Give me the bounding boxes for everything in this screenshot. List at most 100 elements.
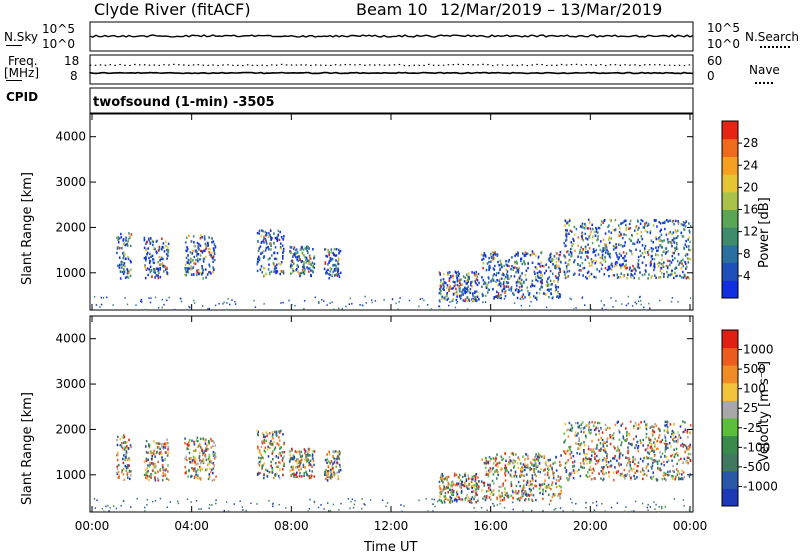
echo-cell [208, 462, 210, 465]
echo-cell [329, 266, 331, 270]
echo-cell [534, 296, 537, 299]
echo-cell [120, 260, 123, 264]
echo-cell [615, 251, 617, 255]
echo-cell [682, 270, 684, 274]
echo-cell [333, 472, 336, 475]
echo-cell [116, 251, 118, 255]
echo-cell [636, 232, 639, 235]
echo-cell [674, 257, 676, 260]
echo-cell [583, 462, 585, 465]
echo-cell [663, 275, 665, 278]
echo-cell [665, 443, 667, 446]
echo-cell [454, 472, 456, 475]
echo-cell [306, 266, 308, 269]
echo-cell [145, 459, 148, 463]
echo-cell [456, 482, 459, 486]
echo-cell [646, 474, 648, 477]
echo-cell [473, 299, 476, 303]
echo-cell [595, 462, 597, 466]
echo-cell [513, 293, 515, 296]
echo-cell [485, 286, 488, 289]
echo-cell [602, 248, 604, 251]
echo-cell [270, 236, 272, 239]
nsearch-label: N.Search [745, 30, 800, 44]
echo-cell [201, 251, 204, 254]
echo-cell [330, 251, 333, 254]
echo-cell [568, 219, 571, 223]
echo-cell [628, 433, 630, 437]
echo-cell [666, 443, 669, 446]
echo-cell [434, 505, 436, 508]
echo-cell [515, 489, 517, 493]
echo-cell [627, 302, 630, 305]
echo-cell [452, 297, 455, 301]
echo-cell [477, 499, 479, 502]
echo-cell [560, 454, 562, 457]
echo-cell [625, 432, 628, 436]
echo-cell [451, 287, 453, 290]
colorbar-swatch [722, 435, 738, 454]
echo-cell [263, 449, 266, 452]
echo-cell [664, 227, 666, 231]
echo-cell [568, 478, 570, 481]
echo-cell [275, 462, 277, 465]
echo-cell [120, 504, 122, 507]
echo-cell [577, 244, 579, 247]
echo-cell [299, 462, 301, 465]
echo-cell [614, 423, 617, 427]
echo-cell [186, 308, 188, 311]
echo-cell [333, 461, 336, 464]
echo-cell [602, 443, 604, 446]
echo-cell [443, 288, 445, 291]
echo-cell [590, 428, 592, 432]
echo-cell [271, 237, 273, 240]
echo-cell [582, 462, 585, 465]
echo-cell [274, 257, 277, 260]
echo-cell [258, 232, 260, 235]
echo-cell [450, 491, 452, 494]
echo-cell [571, 244, 573, 247]
echo-cell [295, 252, 297, 255]
echo-cell [660, 239, 662, 242]
echo-cell [519, 282, 522, 285]
echo-cell [682, 221, 685, 224]
echo-cell [637, 220, 639, 223]
echo-cell [689, 297, 692, 299]
echo-cell [665, 472, 667, 475]
echo-cell [160, 452, 163, 456]
echo-cell [608, 241, 611, 244]
echo-cell [594, 477, 596, 480]
echo-cell [210, 459, 212, 463]
echo-cell [305, 455, 307, 458]
echo-cell [212, 451, 215, 454]
echo-cell [688, 277, 690, 280]
echo-cell [210, 251, 213, 255]
colorbar-swatch [722, 262, 738, 281]
echo-cell [547, 258, 550, 261]
echo-cell [646, 424, 648, 427]
echo-cell [510, 484, 513, 488]
echo-cell [187, 447, 190, 450]
echo-cell [484, 282, 487, 285]
echo-cell [626, 277, 628, 280]
echo-cell [303, 448, 306, 451]
echo-cell [159, 468, 162, 471]
echo-cell [199, 467, 202, 470]
echo-cell [646, 506, 648, 509]
echo-cell [474, 298, 477, 302]
echo-cell [327, 263, 329, 266]
echo-cell [281, 459, 284, 462]
echo-cell [448, 288, 450, 291]
echo-cell [127, 466, 129, 469]
echo-cell [519, 289, 521, 293]
echo-cell [186, 246, 188, 249]
echo-cell [125, 469, 128, 472]
echo-cell [327, 465, 330, 469]
echo-cell [468, 477, 470, 480]
echo-cell [468, 500, 470, 502]
echo-cell [541, 274, 544, 277]
echo-cell [512, 501, 514, 504]
echo-cell [211, 468, 213, 471]
echo-cell [533, 295, 535, 298]
echo-cell [502, 282, 505, 286]
